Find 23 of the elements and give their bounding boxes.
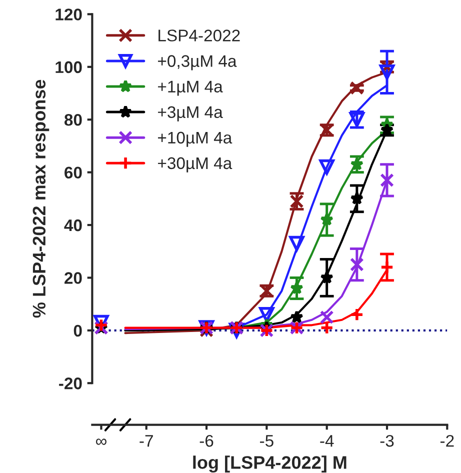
- y-tick-label: 20: [64, 272, 82, 284]
- legend-label: +10µM 4a: [158, 132, 232, 147]
- y-axis-title: % LSP4-2022 max response: [32, 80, 50, 318]
- legend-label: +30µM 4a: [158, 157, 232, 172]
- legend-label: +1µM 4a: [158, 80, 223, 96]
- legend-label: LSP4-2022: [158, 30, 240, 42]
- y-tick-label: 100: [56, 61, 82, 74]
- y-tick-label: 120: [56, 8, 82, 20]
- x-tick-label: -2: [440, 434, 454, 447]
- y-tick-label: 80: [64, 114, 82, 126]
- x-tick-label: -3: [380, 434, 394, 447]
- x-tick-label: -5: [260, 435, 274, 447]
- y-tick-label: 60: [64, 166, 82, 179]
- x-tick-label: -4: [320, 435, 334, 447]
- x-axis-title: log [LSP4-2022] M: [193, 456, 346, 473]
- y-tick-label: -20: [59, 378, 82, 390]
- legend-label: +3µM 4a: [158, 106, 223, 122]
- x-tick-label: ∞: [96, 438, 106, 445]
- x-tick-label: -6: [200, 434, 214, 447]
- legend-label: +0,3µM 4a: [158, 55, 237, 70]
- y-tick-label: 0: [74, 324, 82, 337]
- y-tick-label: 40: [64, 219, 82, 232]
- x-tick-label: -7: [140, 435, 153, 447]
